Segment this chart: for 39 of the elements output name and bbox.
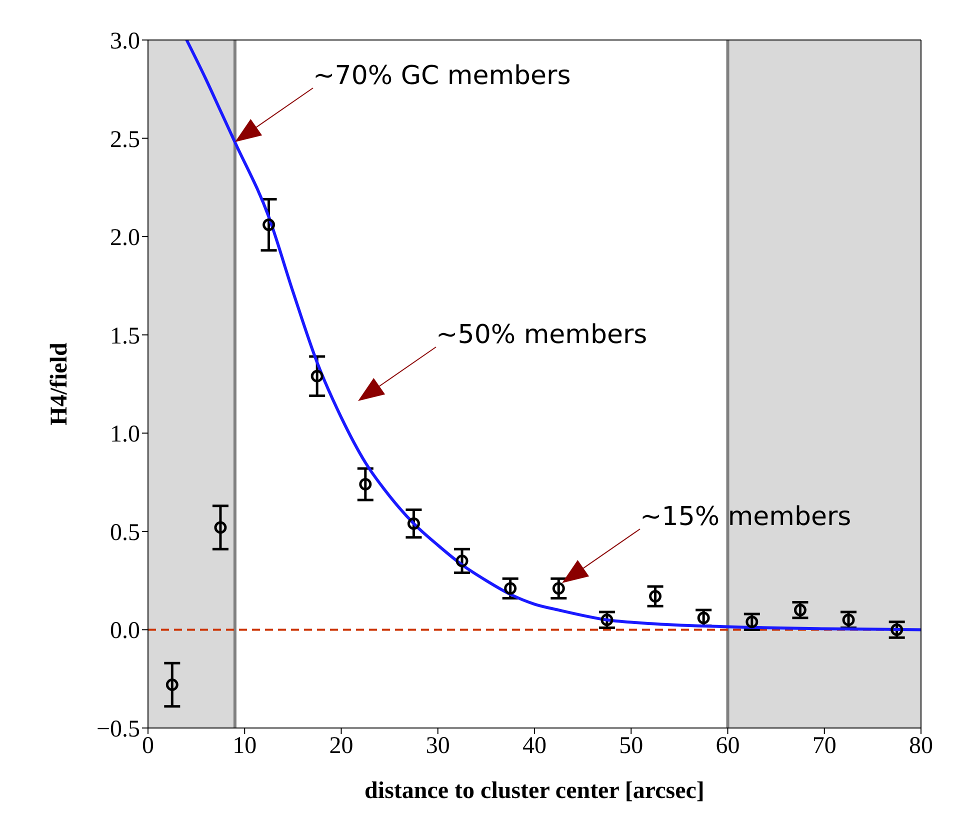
x-axis-title: distance to cluster center [arcsec] <box>364 778 704 804</box>
annotation: ~50% members <box>436 320 648 350</box>
x-tick-label: 70 <box>812 733 836 760</box>
point <box>600 614 614 626</box>
y-tick-label: 1.0 <box>110 422 140 448</box>
point <box>214 521 227 534</box>
y-tick-label: 2.5 <box>110 126 140 153</box>
x-tick-label: 50 <box>619 733 644 760</box>
x-tick-label: 80 <box>909 733 933 760</box>
line-series <box>185 40 921 632</box>
x-tick-label: 40 <box>522 733 546 760</box>
point <box>262 218 276 232</box>
y-tick-label: −0.5 <box>96 716 140 743</box>
x-tick-label: 10 <box>232 733 257 760</box>
point <box>166 678 178 692</box>
y-tick-label: 2.0 <box>110 225 140 252</box>
point <box>890 623 904 636</box>
x-tick-label: 0 <box>142 733 154 760</box>
annotation: ~15% members <box>640 502 852 532</box>
annotation: ~70% GC members <box>313 61 571 91</box>
point <box>842 614 855 626</box>
x-tick-label: 20 <box>329 733 354 760</box>
point <box>359 478 372 490</box>
y-tick-label: 1.5 <box>110 323 140 350</box>
point <box>504 582 517 595</box>
point <box>649 590 662 603</box>
point <box>746 616 758 628</box>
point <box>310 370 324 382</box>
x-tick-label: 30 <box>426 733 450 760</box>
point <box>552 582 565 595</box>
point <box>697 612 710 624</box>
point <box>456 554 468 568</box>
y-tick-label: 3.0 <box>110 28 140 55</box>
point <box>794 604 806 616</box>
y-tick-label: 0.0 <box>110 618 140 644</box>
point <box>407 517 420 530</box>
y-axis-title: H4/field <box>46 342 73 426</box>
x-tick-label: 60 <box>716 733 740 760</box>
y-tick-label: 0.5 <box>110 520 140 546</box>
